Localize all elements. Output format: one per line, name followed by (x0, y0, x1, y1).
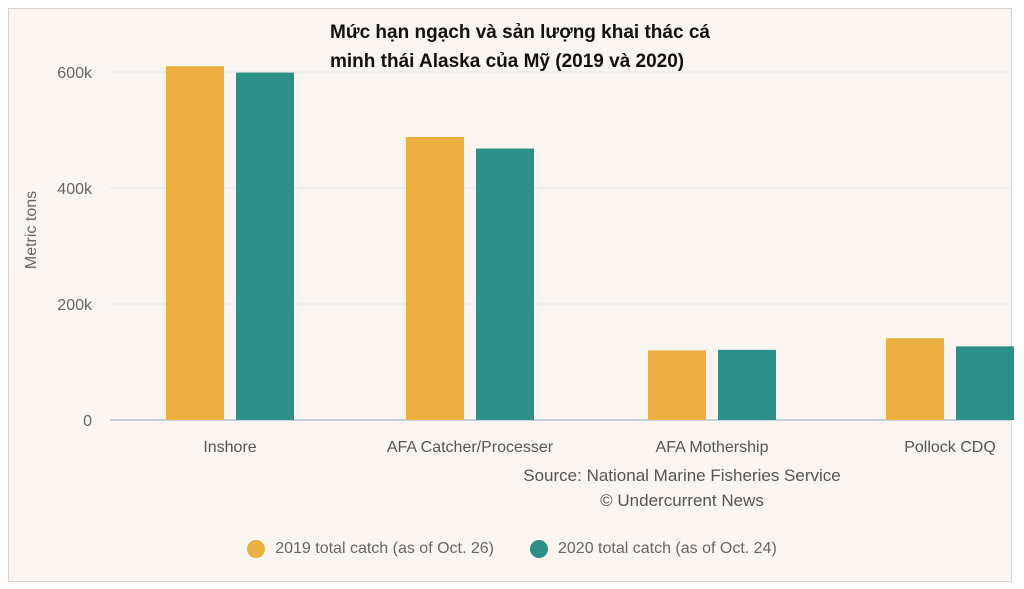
bar-2019-1 (406, 136, 464, 420)
source-line-2: © Undercurrent News (600, 491, 764, 510)
x-tick-label: Pollock CDQ (904, 439, 996, 456)
y-axis-label: Metric tons (23, 191, 40, 269)
bar-2019-0 (166, 66, 224, 420)
chart-title-line-2: minh thái Alaska của Mỹ (2019 và 2020) (330, 51, 685, 72)
legend-swatch-2020 (530, 540, 548, 558)
bar-2020-3 (956, 346, 1014, 420)
legend-item-2019[interactable]: 2019 total catch (as of Oct. 26) (247, 540, 494, 558)
bar-2019-2 (648, 350, 706, 420)
legend-label-2019: 2019 total catch (as of Oct. 26) (275, 540, 494, 557)
chart-legend: 2019 total catch (as of Oct. 26) 2020 to… (0, 540, 1024, 558)
bar-2020-0 (236, 72, 294, 420)
bar-2020-1 (476, 148, 534, 420)
legend-swatch-2019 (247, 540, 266, 558)
y-tick-label: 400k (57, 181, 93, 198)
bar-2020-2 (718, 349, 776, 420)
legend-item-2020[interactable]: 2020 total catch (as of Oct. 24) (530, 540, 777, 558)
chart-title-line-1: Mức hạn ngạch và sản lượng khai thác cá (330, 22, 710, 43)
y-tick-label: 600k (57, 65, 93, 82)
x-tick-label: AFA Mothership (656, 439, 769, 456)
y-tick-label: 200k (57, 297, 93, 314)
x-tick-label: Inshore (203, 439, 256, 456)
bar-2019-3 (886, 338, 944, 420)
legend-label-2020: 2020 total catch (as of Oct. 24) (558, 540, 777, 557)
source-line-1: Source: National Marine Fisheries Servic… (523, 466, 841, 485)
x-tick-label: AFA Catcher/Processer (387, 439, 554, 456)
y-tick-label: 0 (83, 413, 92, 430)
